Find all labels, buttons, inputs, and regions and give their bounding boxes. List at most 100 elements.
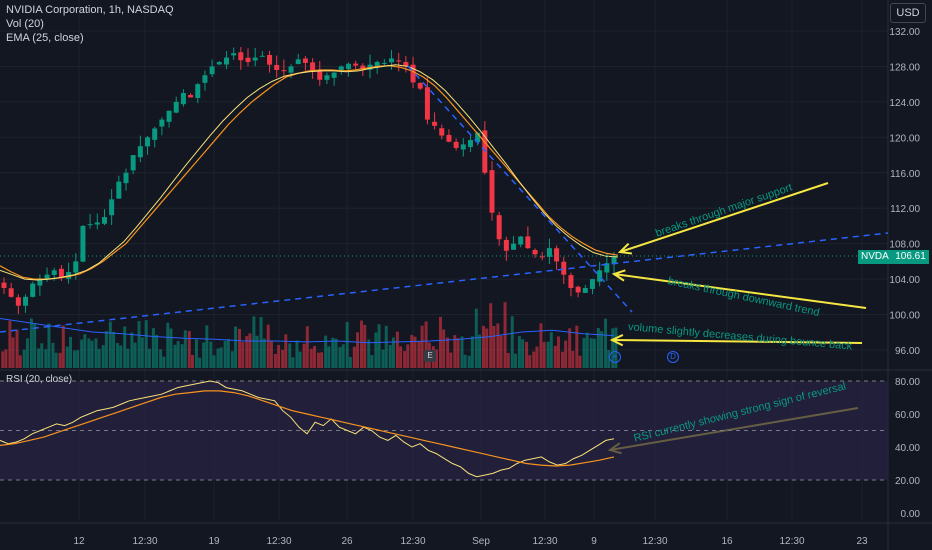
candle-body <box>310 62 316 70</box>
ema-legend[interactable]: EMA (25, close) <box>6 32 84 44</box>
price-tick-label: 104.00 <box>889 275 920 286</box>
ema-line <box>0 64 619 280</box>
currency-button[interactable]: USD <box>890 3 926 23</box>
time-tick-label: 12:30 <box>642 536 667 547</box>
candle-body <box>180 93 186 105</box>
price-tick-label: 108.00 <box>889 240 920 251</box>
volume-bar <box>413 336 417 368</box>
candle-body <box>410 64 416 83</box>
candle-body <box>188 94 194 98</box>
volume-bar <box>101 345 105 368</box>
volume-bar <box>259 317 263 368</box>
price-tick-label: 124.00 <box>889 98 920 109</box>
earnings-marker[interactable]: E <box>424 350 436 362</box>
volume-bar <box>187 331 191 368</box>
volume-ma-line <box>0 318 615 344</box>
volume-bar <box>40 343 44 368</box>
volume-bar <box>571 350 575 368</box>
candle-body <box>353 63 359 66</box>
time-tick-label: 23 <box>856 536 868 547</box>
volume-bar <box>604 318 608 368</box>
volume-bar <box>525 341 529 368</box>
volume-bar <box>190 354 194 368</box>
volume-bar <box>467 355 471 368</box>
volume-bar <box>255 335 259 368</box>
volume-bar <box>320 352 324 368</box>
volume-bar <box>600 331 604 368</box>
volume-bar <box>262 338 266 368</box>
add-event-marker[interactable]: + <box>609 351 621 363</box>
time-tick-label: Sep <box>472 536 490 547</box>
candle-body <box>554 248 560 262</box>
dividend-marker[interactable]: D <box>667 351 679 363</box>
volume-bar <box>592 338 596 368</box>
rsi-legend[interactable]: RSI (20, close) <box>6 374 73 385</box>
volume-bar <box>352 346 356 368</box>
volume-bar <box>341 344 345 368</box>
candle-body <box>518 236 524 245</box>
candle-body <box>130 155 136 171</box>
volume-bar <box>528 355 532 368</box>
volume-bar <box>58 352 62 368</box>
rsi-tick-label: 80.00 <box>895 377 920 388</box>
volume-bar <box>546 341 550 368</box>
volume-bar <box>370 354 374 368</box>
volume-bar <box>137 321 141 368</box>
volume-bar <box>18 355 22 368</box>
volume-bar <box>33 324 37 368</box>
time-tick-label: 9 <box>591 536 597 547</box>
candle-body <box>611 256 617 265</box>
volume-bar <box>517 336 521 368</box>
volume-bar <box>410 334 414 368</box>
volume-bar <box>11 337 15 368</box>
axis-labels: 132.00128.00124.00120.00116.00112.00108.… <box>73 27 920 547</box>
candle-body <box>101 217 107 224</box>
time-tick-label: 12:30 <box>779 536 804 547</box>
trendline-support <box>0 232 889 333</box>
price-tick-label: 112.00 <box>890 204 920 215</box>
time-tick-label: 12:30 <box>400 536 425 547</box>
candle-body <box>546 248 552 257</box>
candle-body <box>496 215 502 240</box>
candle-body <box>123 172 129 184</box>
price-ma-line <box>0 64 619 281</box>
volume-bar <box>331 337 335 368</box>
volume-bar <box>68 336 72 368</box>
candle-body <box>331 72 337 78</box>
volume-bar <box>535 346 539 368</box>
volume-bar <box>582 337 586 368</box>
volume-bar <box>503 302 507 368</box>
volume-bar <box>288 343 292 368</box>
volume-bar <box>305 326 309 368</box>
volume-bar <box>151 328 155 368</box>
volume-bar <box>367 339 371 368</box>
volume-bar <box>219 347 223 368</box>
candle-body <box>94 222 100 225</box>
volume-bar <box>25 338 29 368</box>
candle-body <box>8 288 14 297</box>
candle-body <box>223 57 229 65</box>
volume-bar <box>417 340 421 368</box>
volume-bar <box>356 332 360 368</box>
volume-bar <box>126 348 130 368</box>
volume-bar <box>542 341 546 368</box>
volume-bar <box>116 343 120 368</box>
vol-legend[interactable]: Vol (20) <box>6 18 44 30</box>
volume-bar <box>564 340 568 368</box>
last-price-label: 106.61 <box>892 250 929 264</box>
volume-bar <box>123 326 127 368</box>
volume-bar <box>295 340 299 368</box>
volume-bar <box>348 356 352 368</box>
volume-bar <box>241 341 245 368</box>
volume-bar <box>291 357 295 368</box>
rsi-line <box>0 380 615 478</box>
volume-bar <box>104 331 108 368</box>
candle-body <box>295 59 301 65</box>
price-tick-label: 116.00 <box>890 169 920 180</box>
volume-bar <box>403 351 407 368</box>
time-tick-label: 26 <box>341 536 353 547</box>
symbol-line[interactable]: NVIDIA Corporation, 1h, NASDAQ <box>6 4 174 16</box>
candle-body <box>396 60 402 62</box>
volume-bar <box>269 340 273 368</box>
